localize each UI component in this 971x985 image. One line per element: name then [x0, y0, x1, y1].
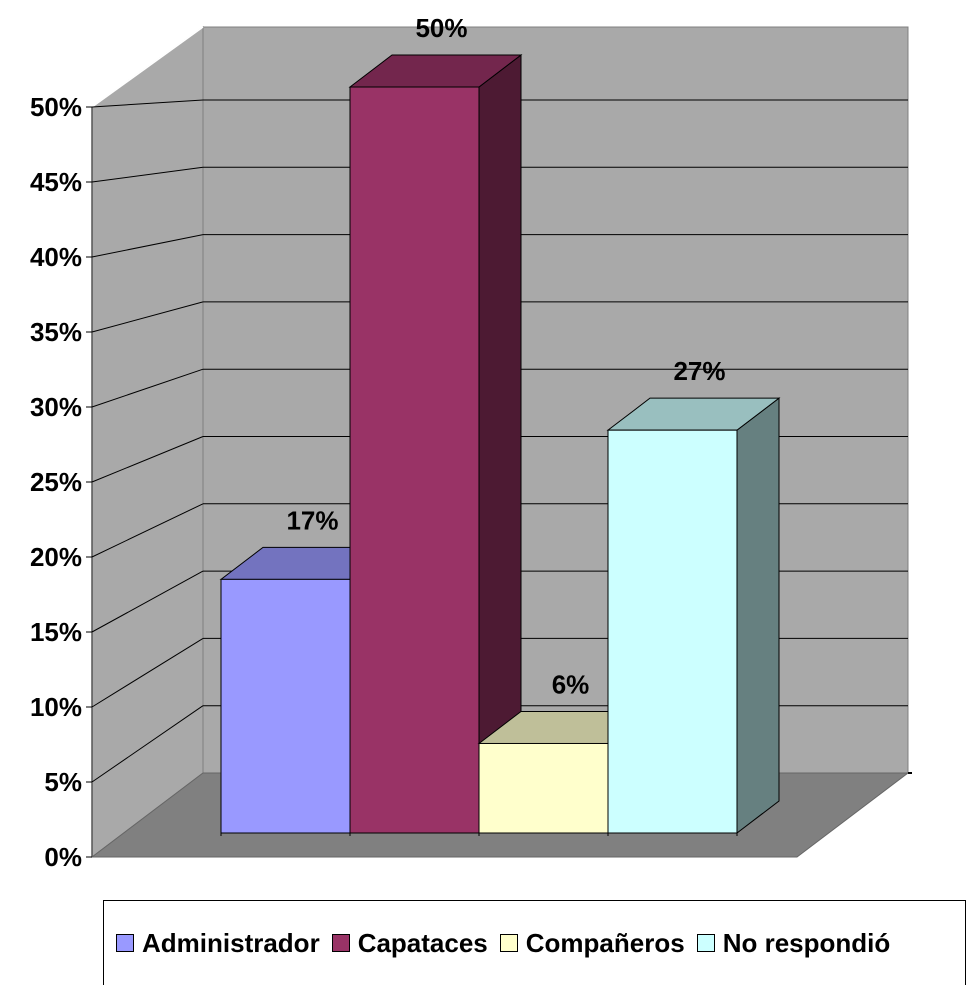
y-tick-label: 20% [30, 542, 82, 572]
y-tick-label: 40% [30, 242, 82, 272]
y-tick-label: 0% [44, 842, 82, 872]
side-wall [91, 26, 204, 859]
gridline-side [91, 166, 204, 183]
y-tick-label: 15% [30, 617, 82, 647]
legend: Administrador Capataces Compañeros No respo… [103, 900, 966, 985]
legend-swatch [331, 934, 350, 952]
bar [478, 742, 609, 834]
y-axis: 0% 5% 10% 15% 20% 25% 30% 35% 40% 45% 50% [30, 92, 93, 872]
bar [349, 86, 480, 834]
legend-entry: Compañeros [499, 927, 685, 959]
data-label: 6% [552, 669, 590, 699]
data-label: 17% [286, 505, 338, 535]
gridline-side [91, 99, 204, 108]
legend-entry: No respondió [696, 927, 891, 959]
y-tick-label: 25% [30, 467, 82, 497]
data-label: 50% [415, 13, 467, 43]
bar [607, 429, 738, 834]
legend-label: Compañeros [525, 927, 685, 958]
gridline-side [91, 234, 204, 258]
gridline-side [91, 570, 204, 633]
y-tick-label: 35% [30, 317, 82, 347]
legend-entry: Administrador [116, 928, 320, 959]
y-tick-label: 50% [30, 92, 82, 122]
legend-swatch [499, 934, 518, 952]
y-tick-label: 10% [30, 692, 82, 722]
data-labels: 17% 50% 6% 27% [286, 13, 725, 699]
wall-edge [91, 26, 204, 108]
legend-swatch [696, 934, 715, 952]
y-tick-label: 30% [30, 392, 82, 422]
y-tick-label: 45% [30, 167, 82, 197]
bar [220, 578, 351, 834]
gridline-side [91, 637, 204, 708]
gridline-side [91, 368, 204, 408]
gridline-side [91, 436, 204, 483]
legend-label: Administrador [142, 927, 320, 958]
gridline-side [91, 301, 204, 333]
bars [219, 53, 781, 836]
gridline-side [91, 503, 204, 558]
legend-label: Capataces [357, 927, 488, 958]
legend-entry: Capataces [331, 927, 488, 959]
y-tick-label: 5% [44, 767, 82, 797]
data-label: 27% [673, 356, 725, 386]
bar-chart: 0% 5% 10% 15% 20% 25% 30% 35% 40% 45% 50% 17% 50% 6%… [30, 13, 912, 872]
legend-label: No respondió [722, 927, 891, 958]
legend-swatch [116, 934, 134, 952]
gridline-side [91, 705, 204, 783]
bar-side [736, 397, 780, 835]
